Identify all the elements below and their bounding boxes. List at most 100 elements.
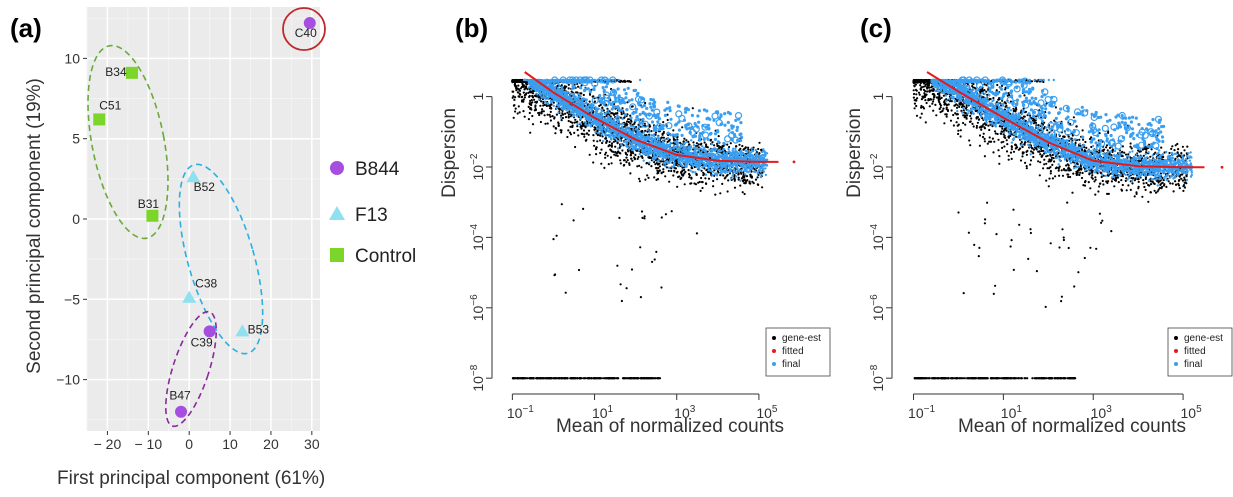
gene-est-point	[620, 79, 623, 82]
gene-est-point	[651, 377, 654, 380]
gene-est-point	[743, 192, 746, 196]
gene-est-point	[602, 109, 606, 112]
gene-est-point	[740, 172, 743, 175]
gene-est-point	[538, 111, 541, 114]
gene-est-point	[576, 377, 579, 380]
gene-est-point	[596, 130, 599, 133]
gene-est-point	[623, 163, 626, 167]
gene-est-point	[546, 113, 549, 116]
gene-est-point	[696, 144, 699, 147]
gene-est-point	[658, 162, 661, 165]
gene-est-point	[541, 108, 544, 111]
gene-est-point	[520, 85, 524, 88]
final-point	[613, 134, 617, 138]
final-point	[637, 147, 641, 151]
final-point	[569, 110, 573, 114]
gene-est-point	[599, 151, 602, 155]
gene-est-point	[598, 104, 601, 107]
final-point	[572, 92, 576, 96]
gene-est-point	[567, 87, 570, 90]
final-point	[616, 147, 620, 150]
legend-marker-control	[330, 248, 344, 262]
final-point	[554, 88, 557, 91]
gene-est-point	[653, 176, 656, 179]
gene-est-point	[512, 377, 516, 380]
gene-est-point	[557, 121, 560, 124]
gene-est-point	[519, 79, 523, 82]
gene-est-point	[660, 286, 663, 289]
point-label-c39: C39	[191, 335, 213, 349]
x-tick-label: 30	[304, 436, 320, 452]
gene-est-point	[627, 150, 630, 153]
gene-est-point	[692, 141, 695, 144]
final-point	[652, 137, 655, 141]
gene-est-point	[639, 246, 642, 249]
final-point	[679, 146, 682, 149]
final-point	[762, 148, 765, 151]
gene-est-point	[761, 186, 764, 189]
final-point	[642, 159, 645, 162]
final-point	[571, 108, 574, 111]
gene-est-point	[588, 100, 591, 103]
final-point	[728, 167, 731, 171]
gene-est-point	[681, 126, 684, 129]
gene-est-point	[713, 144, 716, 147]
gene-est-point	[634, 153, 637, 156]
y-tick-label: 0	[72, 211, 80, 227]
gene-est-point	[726, 173, 729, 176]
gene-est-point	[690, 176, 693, 179]
final-point	[727, 164, 730, 168]
gene-est-point	[599, 377, 602, 380]
gene-est-point	[626, 123, 629, 126]
gene-est-point	[523, 88, 526, 91]
gene-est-point	[580, 132, 583, 135]
gene-est-point	[697, 181, 700, 184]
gene-est-point	[592, 139, 595, 142]
point-c40	[303, 17, 316, 30]
final-point	[656, 160, 659, 163]
final-point	[585, 98, 588, 102]
final-point	[671, 159, 674, 162]
gene-est-point	[717, 135, 720, 138]
gene-est-point	[623, 159, 626, 162]
final-point	[546, 102, 549, 105]
y-tick-label: 10	[64, 50, 80, 66]
gene-est-point	[514, 107, 517, 110]
c40-outlier-circle	[282, 7, 326, 51]
gene-est-point	[683, 137, 686, 140]
final-point	[621, 127, 624, 131]
final-point	[662, 142, 665, 145]
final-point	[751, 149, 755, 153]
gene-est-point	[662, 160, 665, 163]
gene-est-point	[654, 377, 657, 380]
gene-est-point	[549, 103, 552, 106]
gene-est-point	[743, 178, 746, 181]
final-point	[664, 156, 667, 160]
final-point	[584, 123, 587, 126]
point-label-c51: C51	[99, 98, 121, 112]
gene-est-point	[662, 136, 665, 139]
final-point	[724, 171, 727, 175]
gene-est-point	[557, 124, 560, 127]
final-point	[703, 146, 706, 150]
gene-est-point	[726, 190, 729, 193]
final-point	[637, 125, 641, 129]
final-point	[739, 163, 742, 167]
point-label-b34: B34	[105, 65, 127, 79]
final-point	[754, 164, 758, 168]
gene-est-point	[523, 94, 527, 97]
gene-est-point	[540, 100, 543, 103]
gene-est-point	[592, 95, 595, 98]
gene-est-point	[587, 133, 590, 136]
final-point	[731, 174, 734, 177]
final-point	[541, 89, 544, 92]
gene-est-point	[543, 114, 546, 117]
final-point	[746, 150, 749, 153]
gene-est-point	[703, 141, 706, 144]
gene-est-point	[585, 132, 588, 135]
gene-est-point	[576, 120, 579, 123]
gene-est-point	[624, 80, 627, 83]
